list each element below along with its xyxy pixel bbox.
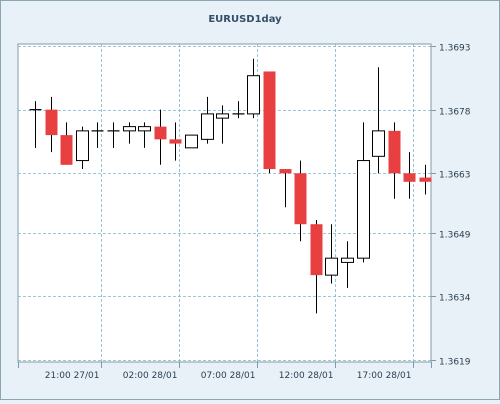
candle-body-bullish bbox=[372, 130, 385, 157]
candle-body-bearish bbox=[45, 109, 58, 136]
candle-body-bearish bbox=[310, 224, 323, 276]
candle bbox=[357, 122, 370, 263]
candle bbox=[185, 134, 198, 149]
candle-body-bearish bbox=[279, 169, 292, 174]
x-tick-label: 02:00 28/01 bbox=[123, 371, 178, 381]
axes: 1.3693 1.3678 1.3663 1.3649 1.3634 1.3619 21:0… bbox=[18, 44, 471, 381]
candle-body-bearish bbox=[169, 139, 182, 144]
candle-body-bullish bbox=[341, 257, 354, 263]
candle bbox=[91, 122, 104, 148]
candle-body-bullish bbox=[247, 75, 260, 115]
candle bbox=[60, 122, 73, 165]
candle bbox=[325, 224, 338, 284]
candle-body-bullish bbox=[123, 126, 136, 132]
candle bbox=[154, 109, 167, 165]
x-tick-label: 07:00 28/01 bbox=[201, 371, 256, 381]
candle-body-bearish bbox=[263, 71, 276, 170]
y-tick-label: 1.3634 bbox=[439, 294, 471, 304]
candle bbox=[107, 122, 120, 148]
candle-body-bullish bbox=[216, 113, 229, 119]
candle bbox=[76, 126, 89, 170]
candle-body-bearish bbox=[294, 173, 307, 225]
y-tick-label: 1.3678 bbox=[439, 108, 471, 118]
candle bbox=[232, 101, 245, 119]
candle-body-bullish bbox=[76, 130, 89, 162]
candle bbox=[341, 241, 354, 288]
candle bbox=[201, 96, 214, 144]
candle bbox=[294, 160, 307, 242]
candles bbox=[29, 58, 432, 314]
candle-body-bearish bbox=[403, 173, 416, 182]
candle bbox=[45, 96, 58, 153]
y-tick-label: 1.3619 bbox=[439, 358, 471, 368]
candle-body-bearish bbox=[419, 177, 432, 182]
y-tick-label: 1.3649 bbox=[439, 231, 471, 241]
candle bbox=[419, 164, 432, 195]
candle bbox=[138, 122, 151, 148]
candle-body-bullish bbox=[201, 113, 214, 140]
candle bbox=[372, 67, 385, 174]
candle-body-bullish bbox=[138, 126, 151, 132]
candle bbox=[310, 219, 323, 314]
candle bbox=[279, 169, 292, 208]
candle bbox=[216, 105, 229, 144]
candle-body-bullish bbox=[185, 134, 198, 149]
candle bbox=[123, 122, 136, 144]
candle bbox=[169, 122, 182, 161]
candle-body-bearish bbox=[60, 135, 73, 165]
x-tick-label: 12:00 28/01 bbox=[279, 371, 334, 381]
x-tick-label: 21:00 27/01 bbox=[45, 371, 100, 381]
candle bbox=[403, 152, 416, 199]
chart-title: EURUSD1day bbox=[208, 14, 282, 25]
candle-body-bullish bbox=[357, 160, 370, 259]
y-tick-label: 1.3663 bbox=[439, 171, 471, 181]
candle bbox=[388, 122, 401, 199]
y-tick-label: 1.3693 bbox=[439, 44, 471, 54]
candle-body-bullish bbox=[325, 257, 338, 276]
candle bbox=[263, 71, 276, 174]
grid-lines bbox=[18, 44, 431, 362]
candle bbox=[29, 101, 42, 148]
candle bbox=[247, 58, 260, 119]
candle-body-bearish bbox=[154, 126, 167, 140]
x-tick-label: 17:00 28/01 bbox=[357, 371, 412, 381]
candle-body-bearish bbox=[388, 130, 401, 174]
